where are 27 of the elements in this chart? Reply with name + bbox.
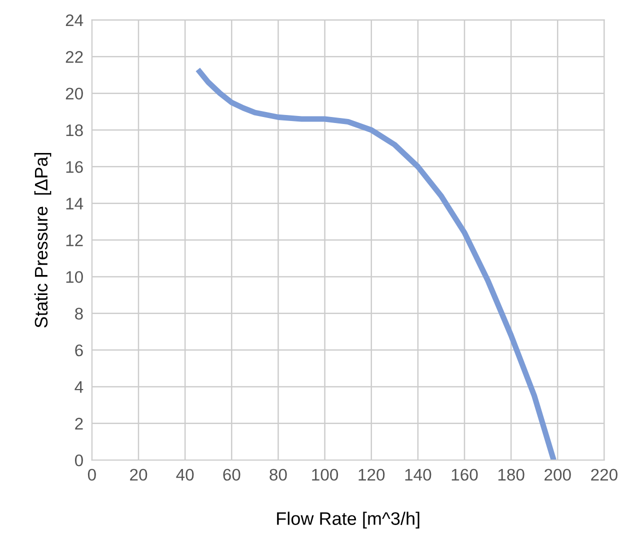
x-tick-label: 80	[270, 468, 287, 481]
x-tick-label: 160	[452, 468, 478, 481]
y-tick-label: 12	[66, 234, 83, 246]
x-tick-label: 40	[176, 468, 194, 481]
x-tick-label: 180	[498, 468, 524, 481]
x-tick-label: 200	[544, 468, 571, 481]
x-tick-label: 140	[405, 468, 432, 481]
y-tick-label: 10	[66, 271, 83, 283]
y-tick-label: 22	[66, 51, 83, 63]
y-axis-title: Static Pressure [ΔPa]	[34, 152, 52, 328]
y-tick-label: 20	[66, 88, 83, 100]
y-tick-label: 24	[66, 14, 84, 26]
y-tick-label: 2	[75, 418, 83, 430]
x-axis-title: Flow Rate [m^3/h]	[277, 512, 420, 529]
x-tick-label: 120	[358, 468, 385, 481]
y-tick-label: 14	[66, 198, 84, 210]
x-tick-label: 60	[223, 468, 240, 481]
y-tick-label: 16	[66, 161, 83, 173]
y-tick-label: 0	[74, 454, 83, 466]
y-tick-label: 8	[75, 308, 83, 320]
x-tick-label: 0	[88, 468, 96, 481]
y-tick-label: 18	[66, 124, 83, 136]
x-tick-label: 100	[312, 468, 338, 481]
y-tick-label: 6	[75, 344, 83, 356]
y-tick-label: 4	[74, 381, 84, 393]
x-tick-label: 220	[591, 468, 618, 481]
x-tick-label: 20	[130, 468, 148, 481]
